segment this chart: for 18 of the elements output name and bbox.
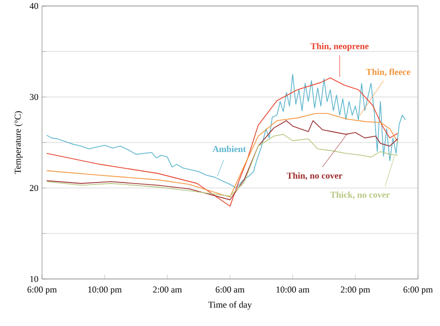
y-tick-label: 10 xyxy=(30,276,38,282)
x-tick-label: 10:00 pm xyxy=(88,286,122,294)
text: Thick, no cover xyxy=(330,191,390,200)
y-tick-label: 30 xyxy=(30,94,38,100)
y-tick-label: 40 xyxy=(30,2,38,10)
x-tick-label: 6:00 am xyxy=(216,286,244,293)
x-axis-title: Time of day xyxy=(208,301,252,310)
text: Thin, fleece xyxy=(366,68,410,76)
text: Thin, no cover xyxy=(286,172,342,180)
x-tick-label: 6:00 pm xyxy=(28,286,57,294)
text: Thin, neoprene xyxy=(310,42,369,52)
x-tick-label: 2:00 pm xyxy=(340,286,370,294)
x-tick-label: 2:00 am xyxy=(153,286,182,293)
y-axis-title: Temperature (°C) xyxy=(14,111,23,174)
series-label: Ambient xyxy=(212,146,246,152)
y-tick-label: 20 xyxy=(30,184,38,192)
x-tick-label: 10:00 am xyxy=(276,286,310,293)
x-tick-label: 6:00 pm xyxy=(404,286,433,294)
